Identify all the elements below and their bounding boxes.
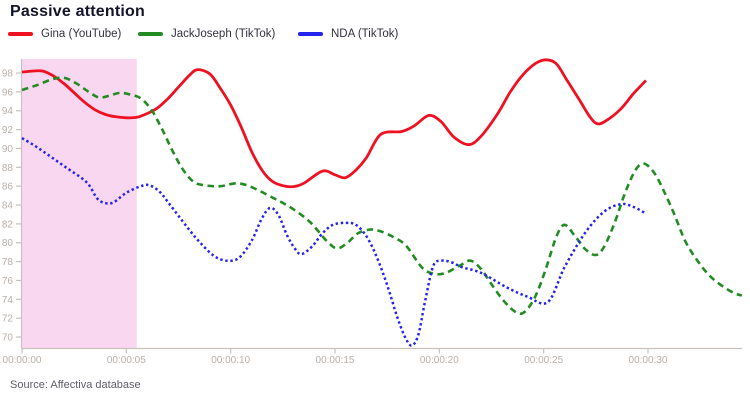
x-tick-label: 00:00:10 (211, 355, 250, 366)
x-tick-label: 00:00:05 (107, 355, 146, 366)
legend-line-swatch-gina-icon (8, 32, 33, 36)
legend-label-nda: NDA (TikTok) (331, 28, 399, 40)
source-note: Source: Affectiva database (10, 379, 141, 391)
y-axis-ticks: 98 96 94 92 90 88 86 84 82 80 78 76 74 72 70 (2, 69, 22, 344)
y-tick-label: 74 (2, 295, 14, 306)
y-tick-label: 86 (2, 182, 14, 193)
y-tick-label: 72 (2, 314, 14, 325)
legend-line-swatch-jackjoseph-icon (138, 32, 163, 36)
legend-label-gina: Gina (YouTube) (41, 28, 122, 40)
chart-title: Passive attention (10, 3, 146, 20)
series-line-jackjoseph-tiktok (21, 76, 743, 316)
y-tick-label: 90 (2, 144, 14, 155)
axes (20, 59, 742, 350)
series-line-gina-youtube (21, 58, 647, 189)
y-tick-label: 98 (2, 69, 14, 80)
legend-item-nda[interactable]: NDA (TikTok) (298, 26, 398, 42)
legend-item-jackjoseph[interactable]: JackJoseph (TikTok) (138, 26, 275, 42)
x-tick-label: 00:00:00 (3, 355, 42, 366)
y-tick-label: 76 (2, 276, 14, 287)
series-line-nda-tiktok (21, 137, 647, 347)
y-tick-label: 88 (2, 163, 14, 174)
x-tick-label: 00:00:30 (629, 355, 668, 366)
y-tick-label: 94 (2, 106, 14, 117)
y-tick-label: 82 (2, 219, 14, 230)
y-tick-label: 80 (2, 238, 14, 249)
legend-item-gina[interactable]: Gina (YouTube) (8, 26, 121, 42)
x-tick-label: 00:00:20 (420, 355, 459, 366)
y-tick-label: 96 (2, 87, 14, 98)
y-tick-label: 70 (2, 333, 14, 344)
x-tick-label: 00:00:25 (524, 355, 563, 366)
x-tick-label: 00:00:15 (316, 355, 355, 366)
y-tick-label: 78 (2, 257, 14, 268)
highlight-region (22, 59, 137, 349)
y-tick-label: 92 (2, 125, 14, 136)
legend-line-swatch-nda-icon (298, 32, 323, 36)
legend-label-jackjoseph: JackJoseph (TikTok) (171, 28, 276, 40)
y-tick-label: 84 (2, 201, 14, 212)
x-axis-ticks: 00:00:00 00:00:05 00:00:10 00:00:15 00:00:20… (3, 348, 668, 366)
legend: Gina (YouTube) JackJoseph (TikTok) NDA (… (0, 26, 750, 42)
